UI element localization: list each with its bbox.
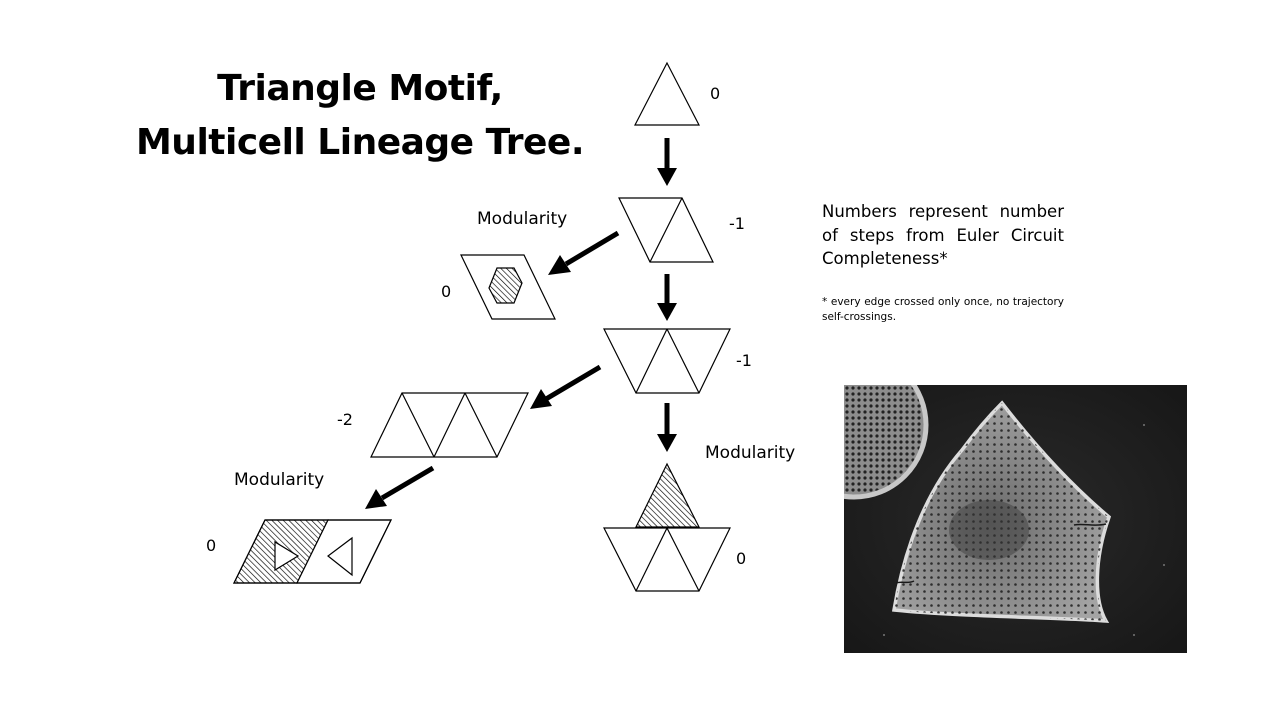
step-label-level2: -1 xyxy=(736,351,752,370)
step-label-root: 0 xyxy=(710,84,721,103)
modularity-label-lower-left: Modularity xyxy=(234,470,325,490)
arrow-level1-to-branch xyxy=(548,230,620,275)
arrow-level2-to-left xyxy=(530,364,602,409)
explanation-note: Numbers represent number of steps from E… xyxy=(822,202,1064,268)
diatom-sem-image xyxy=(844,385,1187,653)
level3-left-shape xyxy=(370,392,529,458)
step-label-level1-branch: 0 xyxy=(441,282,452,301)
level4-left-shape xyxy=(233,519,392,584)
step-label-level4-left: 0 xyxy=(206,536,217,555)
arrow-level3-to-level4 xyxy=(365,465,435,509)
arrow-root-to-level1 xyxy=(657,138,677,186)
title-line-2: Multicell Lineage Tree. xyxy=(135,122,585,163)
modularity-label-right: Modularity xyxy=(705,443,796,463)
step-label-level3-right: 0 xyxy=(736,549,747,568)
level2-shape xyxy=(603,328,731,394)
modularity-label-upper: Modularity xyxy=(477,209,568,229)
root-triangle xyxy=(634,61,700,126)
level1-shape xyxy=(618,197,714,263)
level3-right-shape xyxy=(603,462,731,592)
step-label-level1: -1 xyxy=(729,214,745,233)
level1-branch-shape xyxy=(460,254,556,320)
explanation-footnote: * every edge crossed only once, no traje… xyxy=(822,296,1064,323)
arrow-level2-to-right xyxy=(657,403,677,452)
title-line-1: Triangle Motif, xyxy=(217,68,503,109)
slide-title: Triangle Motif, Multicell Lineage Tree. xyxy=(130,62,590,170)
step-label-level3-left: -2 xyxy=(337,410,353,429)
diatom-illustration xyxy=(844,385,1187,653)
arrow-level1-to-level2 xyxy=(657,274,677,321)
